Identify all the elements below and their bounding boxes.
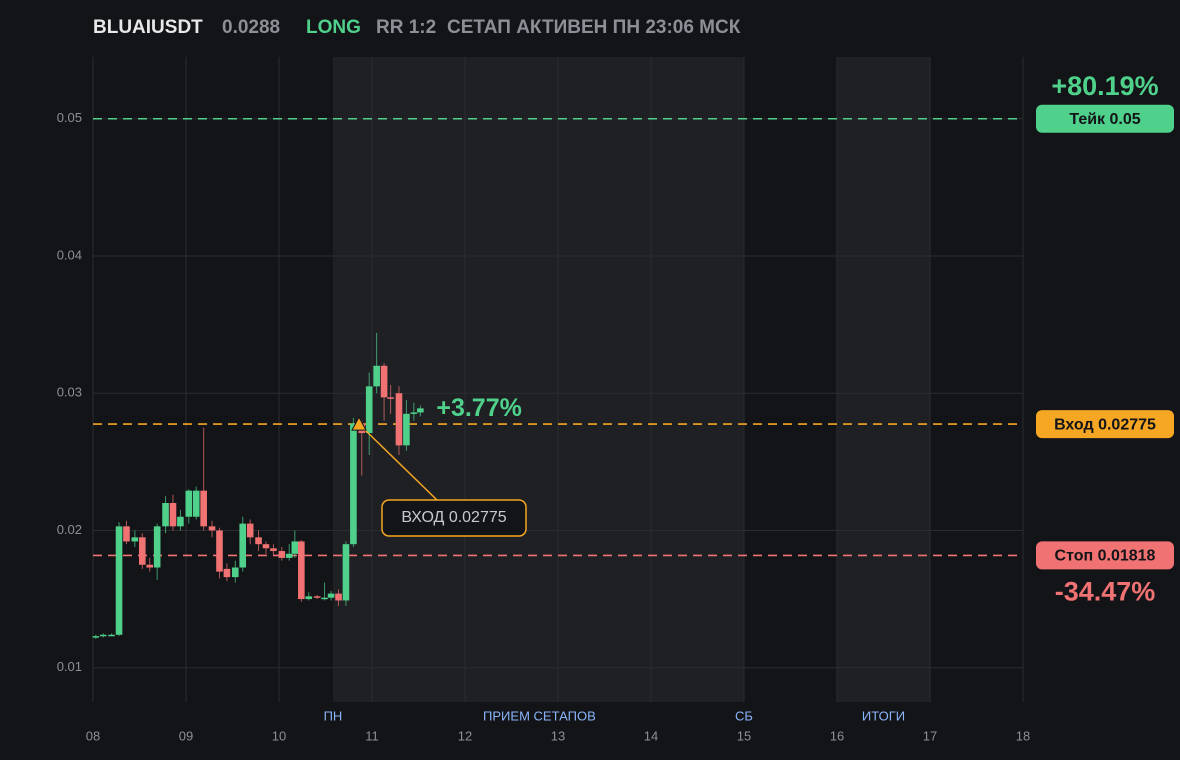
price: 0.0288 bbox=[222, 17, 280, 38]
level-label: Стоп 0.01818 bbox=[1055, 548, 1156, 565]
candle-body bbox=[270, 548, 277, 552]
candle-body bbox=[373, 365, 380, 387]
candle-body bbox=[185, 490, 193, 517]
candle-body bbox=[255, 537, 262, 545]
candle-body bbox=[239, 523, 247, 568]
session-label: СБ bbox=[735, 708, 753, 723]
x-tick-label: 15 bbox=[737, 728, 751, 743]
x-tick-label: 18 bbox=[1016, 728, 1030, 743]
candle-body bbox=[262, 544, 270, 549]
callout-label: ВХОД 0.02775 bbox=[401, 509, 506, 526]
candle-body bbox=[291, 541, 299, 554]
candle-body bbox=[223, 568, 231, 578]
x-tick-label: 09 bbox=[179, 728, 193, 743]
x-tick-label: 14 bbox=[644, 728, 658, 743]
candle-body bbox=[153, 526, 161, 568]
status: СЕТАП АКТИВЕН ПН 23:06 МСК bbox=[447, 17, 741, 38]
candle-body bbox=[169, 503, 177, 527]
y-tick-label: 0.02 bbox=[57, 522, 82, 537]
main-layer: Тейк 0.05 +80.19% Вход 0.02775 Стоп 0.01818… bbox=[92, 71, 1174, 639]
level-badge bbox=[1036, 541, 1174, 570]
candle-body bbox=[138, 537, 146, 565]
level-label: Тейк 0.05 bbox=[1069, 111, 1140, 128]
candle-body bbox=[115, 526, 123, 635]
candle-body bbox=[131, 537, 139, 542]
shaded-layer bbox=[332, 57, 930, 702]
candle-body bbox=[395, 393, 403, 446]
candle-body bbox=[305, 596, 313, 600]
callout-box bbox=[381, 499, 527, 537]
y-tick-label: 0.03 bbox=[57, 385, 82, 400]
candle-body bbox=[231, 567, 239, 578]
candle-body bbox=[403, 413, 410, 446]
x-tick-label: 13 bbox=[551, 728, 565, 743]
candle-body bbox=[246, 523, 254, 538]
candle-body bbox=[335, 593, 342, 601]
candle-body bbox=[123, 526, 130, 542]
session-shade bbox=[332, 57, 744, 702]
candle-body bbox=[380, 365, 388, 398]
candle-body bbox=[342, 544, 350, 601]
candle-body bbox=[216, 530, 223, 572]
candle-body bbox=[298, 541, 305, 600]
y-tick-label: 0.05 bbox=[57, 110, 82, 125]
candle-body bbox=[321, 597, 328, 600]
y-tick-label: 0.04 bbox=[57, 247, 82, 262]
candle-body bbox=[208, 526, 216, 531]
candle-body bbox=[313, 596, 321, 598]
entry-marker bbox=[351, 416, 367, 431]
candle-body bbox=[146, 564, 154, 568]
level-label: Вход 0.02775 bbox=[1054, 416, 1156, 433]
x-tick-label: 08 bbox=[86, 728, 100, 743]
symbol: BLUAIUSDT bbox=[93, 17, 203, 38]
session-label: ПН bbox=[324, 708, 343, 723]
candle-body bbox=[99, 634, 107, 637]
candle-body bbox=[162, 503, 169, 527]
x-tick-label: 16 bbox=[830, 728, 844, 743]
level-pct: +80.19% bbox=[1051, 71, 1158, 101]
candle-body bbox=[108, 634, 115, 637]
candle-body bbox=[192, 490, 200, 517]
candle-body bbox=[200, 490, 207, 527]
level-badge bbox=[1036, 410, 1174, 439]
x-tick-label: 12 bbox=[458, 728, 472, 743]
session-label: ПРИЕМ СЕТАПОВ bbox=[483, 708, 596, 723]
rr: RR 1:2 bbox=[376, 17, 436, 38]
x-tick-label: 17 bbox=[923, 728, 937, 743]
candle-body bbox=[177, 516, 184, 527]
session-label: ИТОГИ bbox=[862, 708, 905, 723]
session-shade bbox=[837, 57, 930, 702]
candle-body bbox=[365, 386, 373, 434]
current-change: +3.77% bbox=[436, 394, 522, 422]
candle-body bbox=[278, 551, 286, 558]
candle-body bbox=[350, 423, 357, 545]
level-badge bbox=[1036, 104, 1174, 133]
candle-body bbox=[387, 397, 394, 399]
side: LONG bbox=[306, 17, 361, 38]
x-tick-label: 10 bbox=[272, 728, 286, 743]
y-tick-label: 0.01 bbox=[57, 659, 82, 674]
x-tick-label: 11 bbox=[365, 728, 379, 743]
level-pct: -34.47% bbox=[1055, 577, 1156, 607]
candle-body bbox=[92, 636, 100, 638]
candle-body bbox=[410, 412, 418, 414]
candle-body bbox=[417, 408, 424, 413]
candle-body bbox=[327, 593, 335, 598]
candle-body bbox=[285, 553, 293, 558]
callout-line bbox=[358, 423, 438, 501]
